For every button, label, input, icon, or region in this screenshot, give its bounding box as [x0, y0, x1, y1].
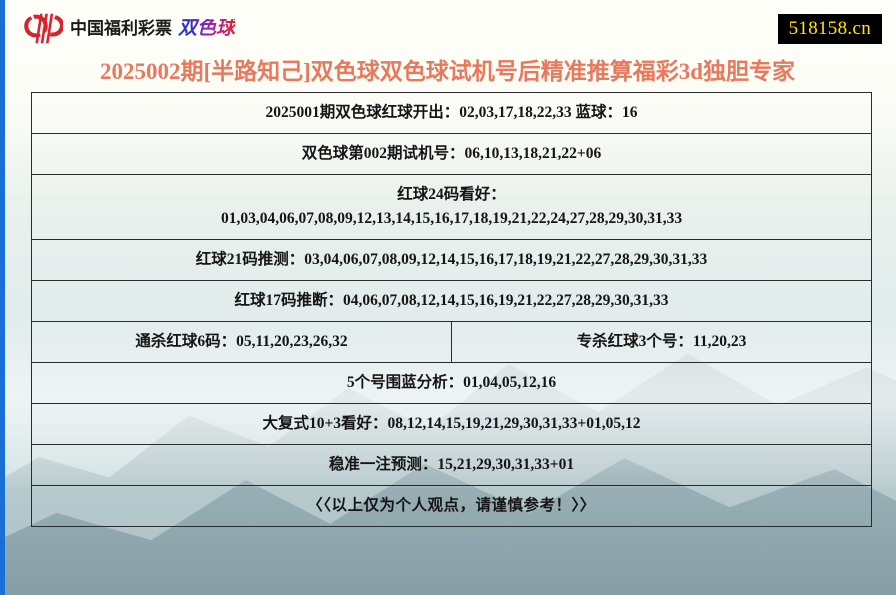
table-row: 大复式10+3看好：08,12,14,15,19,21,29,30,31,33+… — [31, 403, 872, 446]
brand-name-cn: 中国福利彩票 — [70, 19, 172, 38]
last-draw-cell: 2025001期双色球红球开出：02,03,17,18,22,33 蓝球：16 — [31, 92, 872, 135]
table-row: 〈〈以上仅为个人观点，请谨慎参考！〉〉 — [31, 485, 872, 528]
site-domain-badge: 518158.cn — [777, 13, 882, 44]
kill-special-cell: 专杀红球3个号：11,20,23 — [451, 321, 872, 364]
table-row: 红球17码推断：04,06,07,08,12,14,15,16,19,21,22… — [31, 280, 872, 323]
red-24-numbers: 01,03,04,06,07,08,09,12,13,14,15,16,17,1… — [220, 210, 683, 228]
red-24-label: 红球24码看好： — [397, 186, 506, 204]
disclaimer-cell: 〈〈以上仅为个人观点，请谨慎参考！〉〉 — [31, 485, 872, 528]
table-row: 红球21码推测：03,04,06,07,08,09,12,14,15,16,17… — [31, 239, 872, 282]
page-content: 中国福利彩票 双色球 518158.cn 2025002期[半路知己]双色球双色… — [5, 0, 896, 528]
table-row: 稳准一注预测：15,21,29,30,31,33+01 — [31, 444, 872, 487]
page-title: 2025002期[半路知己]双色球双色球试机号后精准推算福彩3d独胆专家 — [99, 59, 796, 84]
red-21-cell: 红球21码推测：03,04,06,07,08,09,12,14,15,16,17… — [31, 239, 872, 282]
brand-name-ssq: 双色球 — [178, 18, 236, 39]
prediction-table: 2025001期双色球红球开出：02,03,17,18,22,33 蓝球：16 … — [31, 92, 872, 528]
prediction-table-wrapper: 2025001期双色球红球开出：02,03,17,18,22,33 蓝球：16 … — [5, 92, 896, 528]
table-row: 双色球第002期试机号：06,10,13,18,21,22+06 — [31, 133, 872, 176]
red-24-cell: 红球24码看好： 01,03,04,06,07,08,09,12,13,14,1… — [31, 174, 872, 241]
table-row: 5个号围蓝分析：01,04,05,12,16 — [31, 362, 872, 405]
red-17-cell: 红球17码推断：04,06,07,08,12,14,15,16,19,21,22… — [31, 280, 872, 323]
table-row: 2025001期双色球红球开出：02,03,17,18,22,33 蓝球：16 — [31, 92, 872, 135]
single-bet-cell: 稳准一注预测：15,21,29,30,31,33+01 — [31, 444, 872, 487]
blue-5-cell: 5个号围蓝分析：01,04,05,12,16 — [31, 362, 872, 405]
kill-common-cell: 通杀红球6码：05,11,20,23,26,32 — [31, 321, 452, 364]
china-welfare-lottery-emblem-icon — [23, 13, 63, 44]
table-row: 通杀红球6码：05,11,20,23,26,32 专杀红球3个号：11,20,2… — [31, 321, 872, 364]
test-number-cell: 双色球第002期试机号：06,10,13,18,21,22+06 — [31, 133, 872, 176]
brand-lockup: 中国福利彩票 双色球 — [23, 13, 235, 44]
table-row: 红球24码看好： 01,03,04,06,07,08,09,12,13,14,1… — [31, 174, 872, 241]
page-header: 中国福利彩票 双色球 518158.cn — [5, 0, 896, 57]
big-combo-cell: 大复式10+3看好：08,12,14,15,19,21,29,30,31,33+… — [31, 403, 872, 446]
